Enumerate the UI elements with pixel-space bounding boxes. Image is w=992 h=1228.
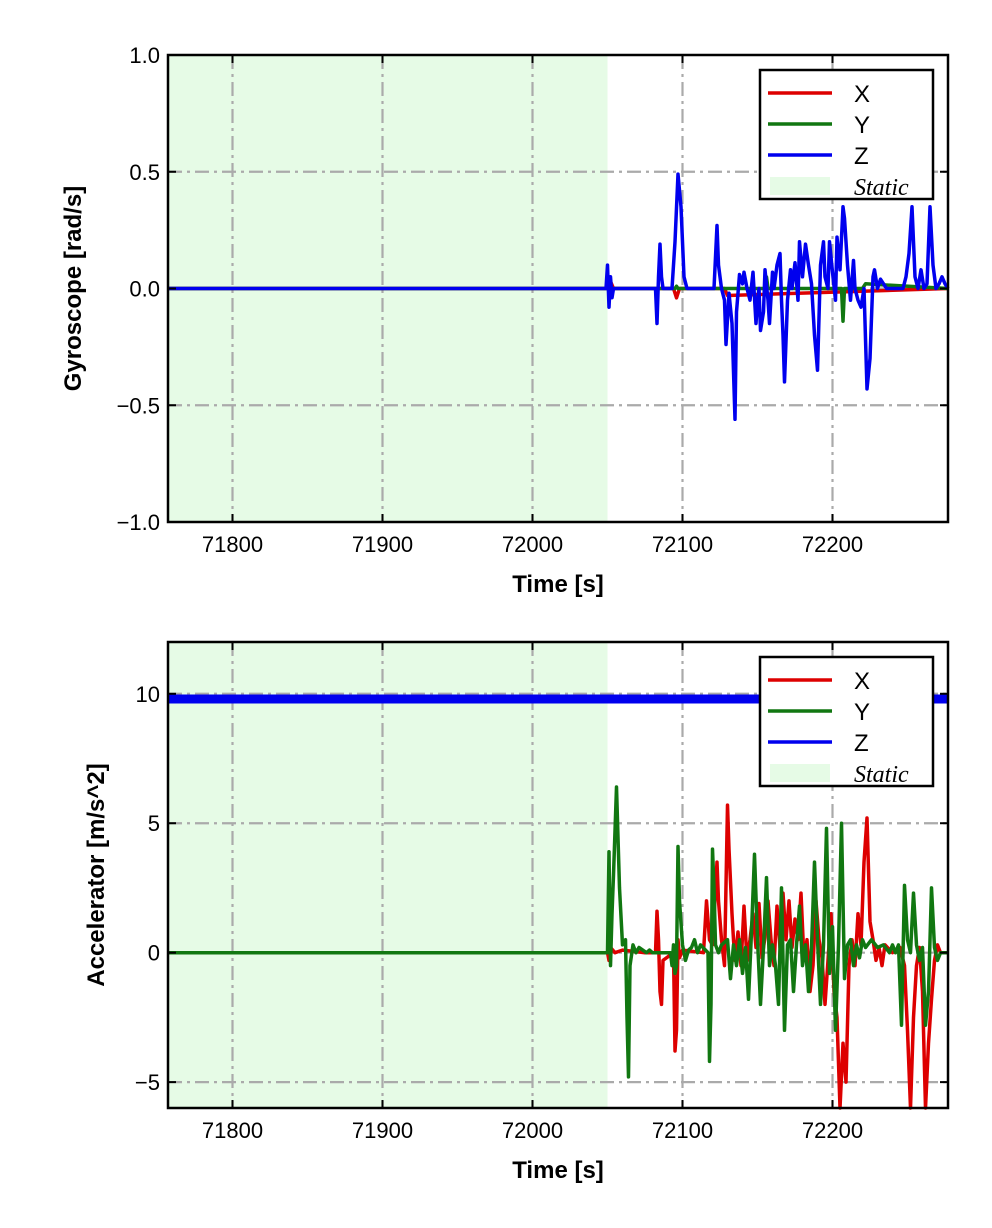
legend-label-static: Static — [854, 175, 909, 201]
legend-label-y: Y — [854, 699, 870, 726]
x-tick-label-2: 72000 — [502, 532, 563, 557]
x-tick-label-4: 72200 — [802, 532, 863, 557]
legend-label-static: Static — [854, 762, 909, 788]
x-axis-label: Time [s] — [512, 1157, 604, 1184]
legend-label-x: X — [854, 668, 870, 695]
y-tick-label-3: 10 — [136, 682, 160, 707]
axis-ticks: 71800 71900 72000 72100 72200 −5 0 5 10 — [135, 642, 948, 1143]
x-tick-label-0: 71800 — [202, 1118, 263, 1143]
y-tick-label-0: −1.0 — [117, 510, 160, 535]
legend-swatch-static — [770, 177, 830, 195]
static-region-shade — [168, 642, 608, 1108]
x-tick-label-3: 72100 — [652, 532, 713, 557]
y-tick-label-4: 1.0 — [129, 43, 160, 68]
x-tick-label-4: 72200 — [802, 1118, 863, 1143]
y-tick-label-0: −5 — [135, 1070, 160, 1095]
legend-label-x: X — [854, 81, 870, 108]
x-tick-label-0: 71800 — [202, 532, 263, 557]
x-tick-label-1: 71900 — [352, 532, 413, 557]
x-axis-label: Time [s] — [512, 571, 604, 598]
legend-label-y: Y — [854, 112, 870, 139]
y-tick-label-1: 0 — [148, 941, 160, 966]
y-axis-label: Gyroscope [rad/s] — [60, 186, 87, 391]
legend-label-z: Z — [854, 143, 869, 170]
legend-swatch-static — [770, 764, 830, 782]
x-tick-label-1: 71900 — [352, 1118, 413, 1143]
y-tick-label-3: 0.5 — [129, 160, 160, 185]
legend: X Y Z Static — [758, 655, 935, 788]
x-tick-label-2: 72000 — [502, 1118, 563, 1143]
y-tick-label-2: 0.0 — [129, 277, 160, 302]
gyroscope-panel: 71800 71900 72000 72100 72200 −1.0 −0.5 0.0 0.5 1… — [60, 43, 950, 598]
y-tick-label-2: 5 — [148, 811, 160, 836]
axis-ticks: 71800 71900 72000 72100 72200 −1.0 −0.5 0.0 0.5 1… — [117, 43, 948, 557]
legend-label-z: Z — [854, 730, 869, 757]
series-line-z — [168, 172, 950, 422]
y-tick-label-1: −0.5 — [117, 393, 160, 418]
plot-frame — [166, 640, 950, 1110]
accelerator-panel: 71800 71900 72000 72100 72200 −5 0 5 10 Time [s]… — [83, 640, 950, 1184]
series-lines — [168, 172, 950, 422]
series-line-y — [168, 785, 948, 1079]
x-tick-label-3: 72100 — [652, 1118, 713, 1143]
y-axis-label: Accelerator [m/s^2] — [83, 763, 110, 986]
legend: X Y Z Static — [758, 68, 935, 201]
